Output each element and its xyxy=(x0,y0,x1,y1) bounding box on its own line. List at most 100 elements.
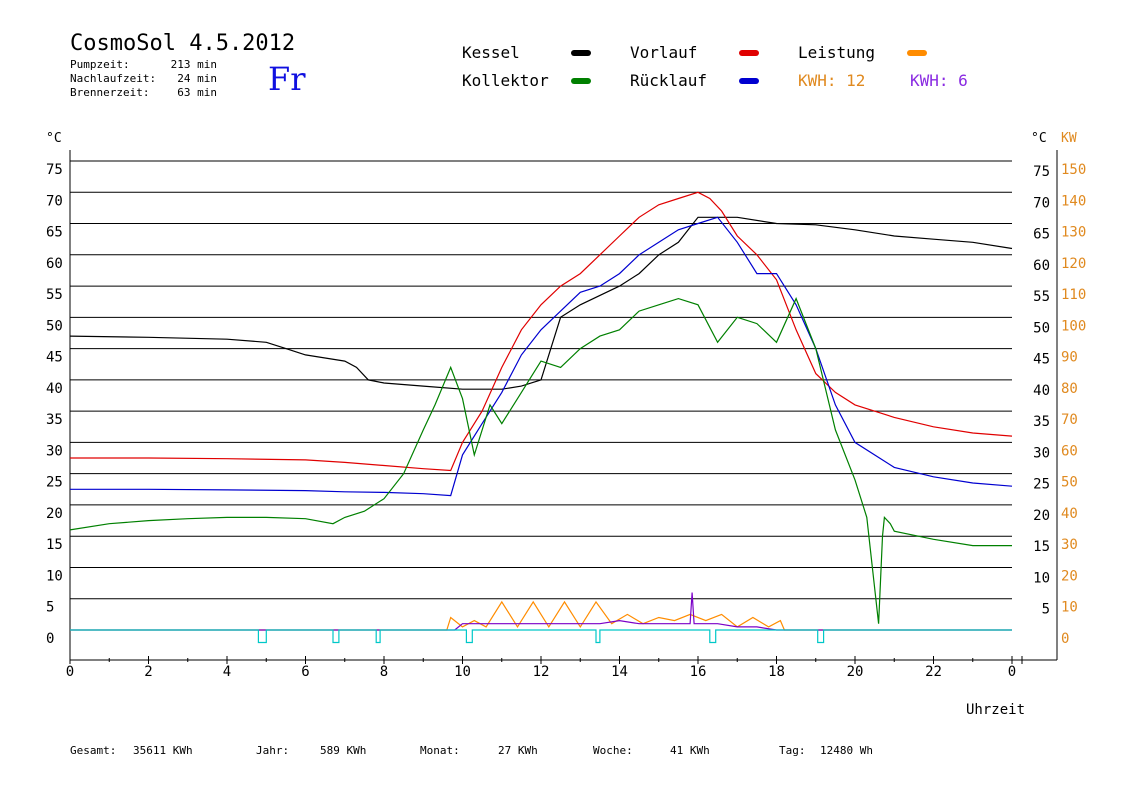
y-tick-label-right: 35 xyxy=(1033,414,1050,430)
x-tick-label: 6 xyxy=(301,664,309,680)
y-tick-label-right: 10 xyxy=(1033,570,1050,586)
legend: Kessel Vorlauf Leistung Kollektor Rücklauf KW… xyxy=(462,43,968,90)
y-tick-label-left: 5 xyxy=(46,600,54,616)
series-line-kollektor xyxy=(69,297,1012,624)
y-tick-label-left: 20 xyxy=(46,506,63,522)
y-axis-unit-right-power: KW xyxy=(1061,131,1077,146)
y-tick-label-left: 70 xyxy=(46,193,63,209)
total-value: 12480 Wh xyxy=(820,744,873,757)
stat-value: 24 min xyxy=(177,72,217,85)
y-tick-label-right: 25 xyxy=(1033,477,1050,493)
total-value: 41 KWh xyxy=(670,744,710,757)
y-tick-label-power: 60 xyxy=(1061,443,1078,459)
chart-title: CosmoSol 4.5.2012 xyxy=(70,31,295,56)
y-tick-label-left: 65 xyxy=(46,225,63,241)
energy-totals: Gesamt: 35611 KWh Jahr: 589 KWh Monat: 27 KWh… xyxy=(70,744,873,757)
y-tick-label-right: 60 xyxy=(1033,258,1050,274)
total-value: 27 KWh xyxy=(498,744,538,757)
total-label: Tag: xyxy=(779,744,806,757)
series-layer xyxy=(69,191,1013,644)
stat-value: 213 min xyxy=(171,58,217,71)
y-tick-label-power: 40 xyxy=(1061,506,1078,522)
legend-label: Vorlauf xyxy=(630,43,697,62)
x-tick-label: 8 xyxy=(380,664,388,680)
stat-label: Pumpzeit: xyxy=(70,58,130,71)
stat-label: Nachlaufzeit: xyxy=(70,72,156,85)
y-tick-label-power: 20 xyxy=(1061,568,1078,584)
day-label: Fr xyxy=(268,60,306,98)
y-tick-label-left: 40 xyxy=(46,381,63,397)
legend-label: Leistung xyxy=(798,43,875,62)
y-tick-label-power: 90 xyxy=(1061,350,1078,366)
y-tick-label-left: 15 xyxy=(46,537,63,553)
total-label: Monat: xyxy=(420,744,460,757)
y-tick-label-power: 10 xyxy=(1061,600,1078,616)
y-tick-label-power: 110 xyxy=(1061,287,1086,303)
y-tick-label-power: 120 xyxy=(1061,256,1086,272)
y-tick-label-left: 35 xyxy=(46,412,63,428)
x-axis-label: Uhrzeit xyxy=(966,702,1025,718)
y-tick-label-left: 0 xyxy=(46,631,54,647)
x-tick-label: 0 xyxy=(1008,664,1016,680)
x-tick-label: 0 xyxy=(66,664,74,680)
y-tick-label-power: 150 xyxy=(1061,162,1086,178)
stat-value: 63 min xyxy=(177,86,217,99)
y-tick-label-right: 40 xyxy=(1033,383,1050,399)
total-value: 35611 KWh xyxy=(133,744,193,757)
y-tick-label-right: 55 xyxy=(1033,289,1050,305)
x-tick-label: 4 xyxy=(223,664,231,680)
y-tick-label-left: 75 xyxy=(46,162,63,178)
series-line-pumpe xyxy=(70,629,1012,644)
runtime-stats: Pumpzeit: 213 min Nachlaufzeit: 24 min Brenn… xyxy=(70,58,217,99)
y-tick-label-right: 75 xyxy=(1033,164,1050,180)
y-tick-label-power: 70 xyxy=(1061,412,1078,428)
total-label: Jahr: xyxy=(256,744,289,757)
y-tick-label-left: 30 xyxy=(46,443,63,459)
kwh-label: KWH: 6 xyxy=(910,71,968,90)
y-tick-label-right: 20 xyxy=(1033,508,1050,524)
stat-label: Brennerzeit: xyxy=(70,86,149,99)
x-tick-label: 2 xyxy=(144,664,152,680)
series-line-leistung xyxy=(70,600,1012,631)
y-tick-label-power: 0 xyxy=(1061,631,1069,647)
y-tick-label-power: 80 xyxy=(1061,381,1078,397)
y-tick-label-left: 60 xyxy=(46,256,63,272)
y-tick-label-left: 50 xyxy=(46,318,63,334)
x-tick-label: 14 xyxy=(611,664,628,680)
axes: 0510152025303540455055606570755101520253… xyxy=(46,150,1086,680)
series-line-leistung2 xyxy=(70,592,1012,631)
x-tick-label: 16 xyxy=(690,664,707,680)
y-axis-unit-right-temp: °C xyxy=(1031,131,1047,146)
legend-label: Rücklauf xyxy=(630,71,707,90)
x-tick-label: 22 xyxy=(925,664,942,680)
y-tick-label-power: 130 xyxy=(1061,225,1086,241)
y-tick-label-power: 140 xyxy=(1061,193,1086,209)
y-tick-label-power: 50 xyxy=(1061,475,1078,491)
total-value: 589 KWh xyxy=(320,744,366,757)
series-line-r-cklauf xyxy=(70,216,1013,497)
legend-label: Kollektor xyxy=(462,71,549,90)
y-tick-label-left: 25 xyxy=(46,475,63,491)
legend-label: Kessel xyxy=(462,43,520,62)
series-line-vorlauf xyxy=(70,191,1013,472)
y-tick-label-left: 45 xyxy=(46,350,63,366)
total-label: Gesamt: xyxy=(70,744,116,757)
y-tick-label-right: 30 xyxy=(1033,445,1050,461)
y-tick-label-right: 65 xyxy=(1033,227,1050,243)
x-tick-label: 10 xyxy=(454,664,471,680)
kwh-label: KWH: 12 xyxy=(798,71,865,90)
series-line-kessel xyxy=(69,216,1013,390)
y-tick-label-right: 50 xyxy=(1033,320,1050,336)
y-tick-label-right: 5 xyxy=(1042,602,1050,618)
x-tick-label: 20 xyxy=(847,664,864,680)
x-tick-label: 12 xyxy=(533,664,550,680)
y-tick-label-right: 15 xyxy=(1033,539,1050,555)
x-tick-label: 18 xyxy=(768,664,785,680)
y-tick-label-left: 55 xyxy=(46,287,63,303)
total-label: Woche: xyxy=(593,744,633,757)
y-tick-label-power: 100 xyxy=(1061,318,1086,334)
y-tick-label-left: 10 xyxy=(46,568,63,584)
y-axis-unit-left: °C xyxy=(46,131,62,146)
y-tick-label-power: 30 xyxy=(1061,537,1078,553)
